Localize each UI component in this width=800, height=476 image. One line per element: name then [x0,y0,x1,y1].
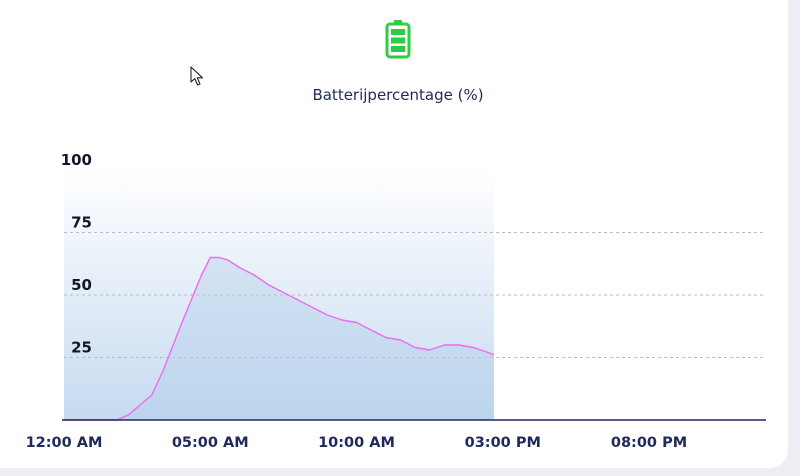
y-tick-label: 100 [61,151,92,169]
area-fill [64,257,494,420]
chart-title: Batterijpercentage (%) [312,86,484,104]
battery-chart: 100 75 50 25 12:00 AM 05:00 AM 10:00 AM 03:00 P… [26,151,766,451]
chart-card: Batterijpercentage (%) 100 75 50 25 12:00 AM… [0,0,788,468]
battery-full-icon [385,20,411,59]
y-tick-label: 25 [71,339,92,357]
battery-series-line [64,256,495,421]
x-tick-label: 10:00 AM [318,435,395,451]
y-tick-label: 50 [71,276,92,294]
plot-background [64,170,494,420]
x-tick-label: 08:00 PM [611,435,687,451]
x-tick-label: 03:00 PM [465,435,541,451]
mouse-pointer-icon [190,66,204,86]
x-tick-label: 12:00 AM [26,435,103,451]
x-tick-label: 05:00 AM [172,435,249,451]
y-tick-label: 75 [71,214,92,232]
